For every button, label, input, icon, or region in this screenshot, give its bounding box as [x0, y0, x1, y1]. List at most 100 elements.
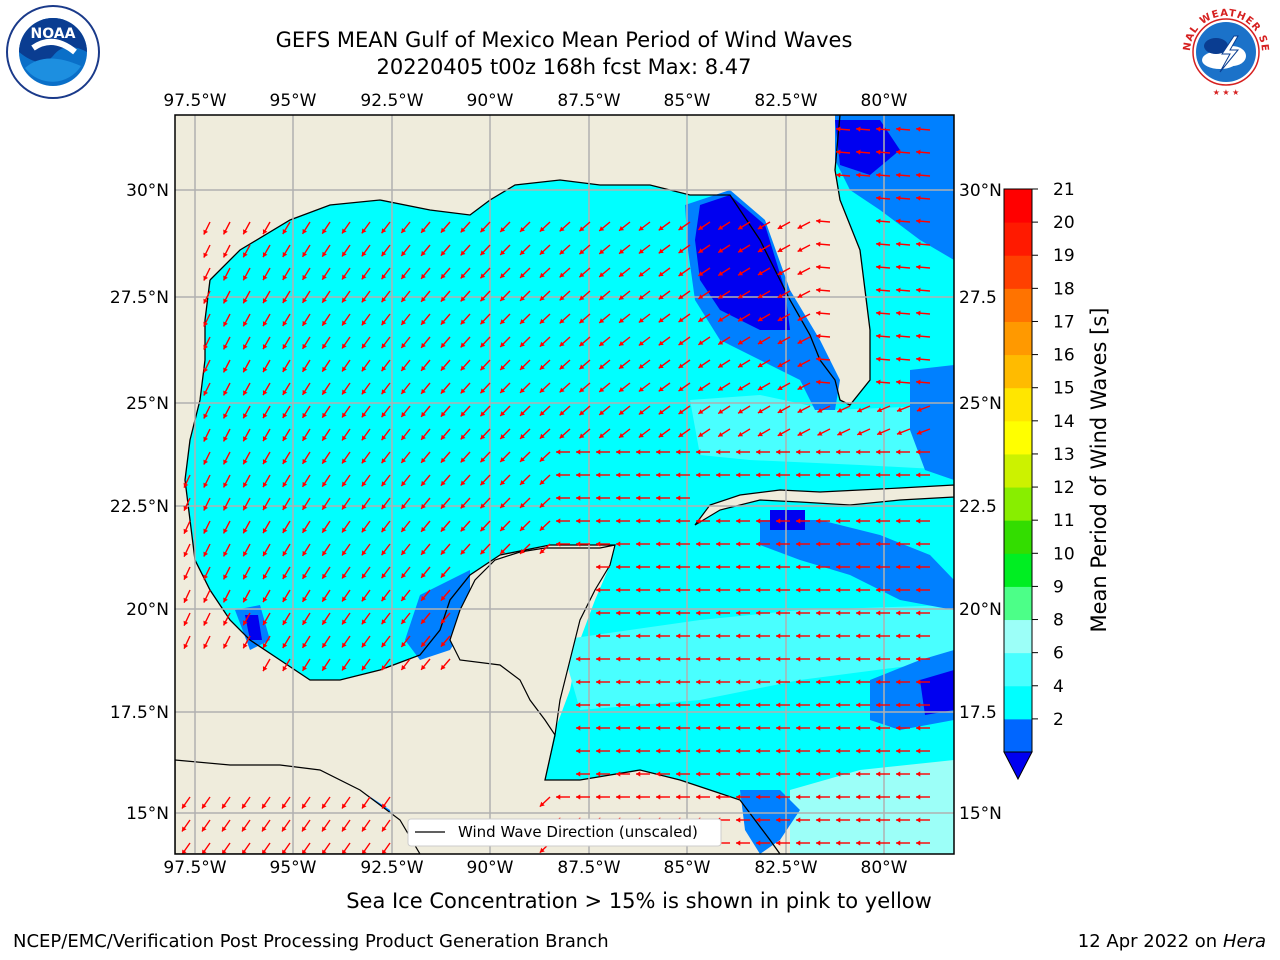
colorbar-segment — [1004, 420, 1032, 455]
wave-arrow-head — [203, 229, 209, 235]
wave-arrow-head — [836, 126, 841, 132]
wave-arrow-head — [757, 270, 763, 276]
wave-arrow-head — [718, 248, 724, 253]
wave-arrow-head — [837, 407, 843, 413]
wave-arrow-head — [381, 458, 387, 464]
wave-arrow-head — [579, 433, 585, 439]
wave-arrow-head — [520, 502, 525, 508]
wave-arrow-head — [440, 457, 446, 463]
wave-arrow-head — [302, 596, 308, 602]
wave-arrow-head — [876, 310, 881, 316]
wave-arrow-head — [223, 252, 228, 258]
wave-arrow-head — [576, 518, 581, 524]
wave-arrow-head — [656, 564, 661, 570]
wave-arrow-head — [539, 318, 545, 324]
wave-arrow-head — [836, 817, 841, 823]
wave-arrow-head — [302, 527, 308, 533]
wave-arrow-head — [500, 457, 506, 463]
wave-arrow-head — [756, 794, 761, 800]
wave-arrow-head — [361, 642, 367, 648]
wave-arrow-head — [440, 365, 446, 371]
wave-arrow-head — [480, 434, 486, 440]
wave-arrow-head — [262, 413, 268, 419]
wave-arrow-head — [500, 434, 506, 440]
wave-arrow-head — [381, 251, 387, 257]
wave-arrow-head — [916, 518, 921, 524]
wave-arrow-head — [183, 574, 189, 580]
wave-arrow-head — [440, 250, 446, 256]
wave-arrow-head — [282, 390, 288, 396]
wave-arrow-head — [480, 503, 486, 509]
map-frame — [174, 114, 955, 855]
wave-arrow-head — [876, 633, 881, 639]
wave-arrow-head — [222, 849, 227, 854]
wave-arrow-head — [381, 550, 387, 556]
wave-arrow-head — [738, 339, 744, 345]
svg-text:17.5: 17.5 — [959, 703, 997, 723]
wave-arrow-head — [539, 456, 545, 462]
wave-arrow-head — [756, 771, 761, 777]
wave-arrow-head — [696, 656, 701, 662]
wave-arrow-head — [796, 564, 801, 570]
wave-arrow-head — [302, 389, 308, 395]
wave-arrow-head — [262, 298, 268, 304]
wave-arrow-head — [816, 264, 821, 270]
wave-arrow-head — [796, 610, 801, 616]
wave-arrow-head — [796, 541, 801, 547]
lon-labels-bottom: 97.5°W 95°W 92.5°W 90°W 87.5°W 85°W 82.5… — [163, 858, 907, 878]
wave-arrow-head — [736, 472, 741, 478]
wave-arrow-head — [421, 319, 426, 325]
wave-arrow-head — [796, 771, 801, 777]
wave-arrow-head — [756, 656, 761, 662]
wave-arrow-head — [738, 362, 744, 368]
wave-arrow-head — [796, 679, 801, 685]
wave-arrow-head — [916, 172, 921, 178]
wave-arrow-head — [658, 294, 664, 300]
colorbar-segment — [1004, 553, 1032, 587]
wave-arrow-head — [282, 620, 288, 626]
wave-arrow-head — [836, 725, 841, 731]
wave-arrow-head — [757, 247, 763, 253]
wave-arrow-head — [916, 264, 921, 270]
wave-arrow-head — [421, 549, 426, 555]
wave-arrow-head — [421, 273, 426, 279]
wave-arrow-head — [460, 480, 466, 486]
wave-arrow-head — [576, 541, 581, 547]
wave-arrow-head — [500, 296, 506, 302]
wave-arrow-head — [539, 502, 545, 508]
wave-arrow-head — [322, 504, 327, 510]
wave-arrow-head — [616, 679, 621, 685]
wave-arrow-head — [678, 340, 684, 346]
wave-arrow-head — [757, 339, 763, 345]
wave-arrow-head — [579, 364, 585, 370]
wave-arrow-head — [777, 270, 783, 275]
wave-arrow-head — [856, 840, 861, 846]
colorbar-segment — [1004, 652, 1032, 687]
wave-arrow-head — [658, 363, 664, 369]
wave-arrow-head — [776, 587, 781, 593]
wave-arrow-head — [520, 548, 525, 554]
wave-arrow-head — [302, 343, 308, 349]
wave-arrow-head — [361, 251, 367, 257]
wave-arrow-head — [796, 817, 801, 823]
wave-arrow-head — [676, 633, 681, 639]
wave-arrow-head — [658, 271, 664, 277]
wave-arrow-head — [223, 390, 228, 396]
wave-arrow-head — [756, 748, 761, 754]
wave-arrow-head — [736, 610, 741, 616]
wave-arrow-head — [539, 272, 545, 278]
wave-arrow-head — [756, 610, 761, 616]
svg-text:92.5°W: 92.5°W — [360, 91, 423, 111]
wave-arrow-head — [401, 412, 407, 418]
wave-arrow-head — [342, 849, 347, 854]
wave-arrow-head — [796, 587, 801, 593]
wave-arrow-head — [856, 656, 861, 662]
wave-arrow-head — [596, 771, 601, 777]
wave-arrow-head — [716, 702, 721, 708]
wave-arrow-head — [656, 472, 661, 478]
wave-arrow-head — [223, 436, 228, 442]
svg-text:97.5°W: 97.5°W — [163, 91, 226, 111]
wave-arrow-head — [421, 342, 426, 348]
wave-arrow-head — [302, 228, 308, 234]
wave-arrow-head — [776, 472, 781, 478]
